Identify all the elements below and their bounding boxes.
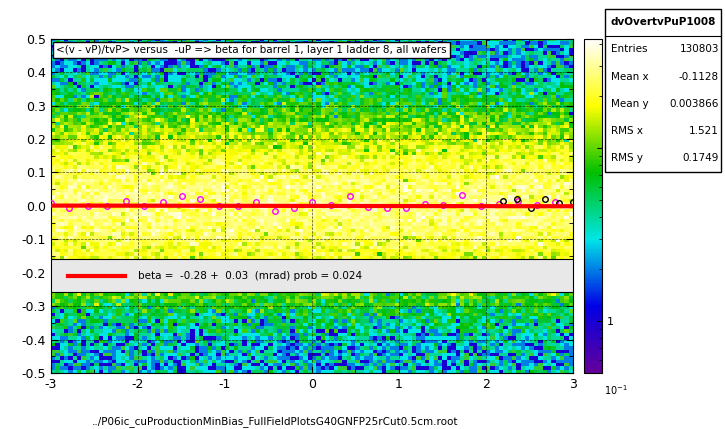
Text: RMS y: RMS y — [611, 153, 643, 163]
Text: Mean y: Mean y — [611, 99, 649, 109]
Text: 0.1749: 0.1749 — [683, 153, 719, 163]
Text: <(v - vP)/tvP> versus  -uP => beta for barrel 1, layer 1 ladder 8, all wafers: <(v - vP)/tvP> versus -uP => beta for ba… — [56, 45, 447, 55]
Text: 0.003866: 0.003866 — [670, 99, 719, 109]
Text: Mean x: Mean x — [611, 72, 649, 82]
Text: Entries: Entries — [611, 44, 647, 54]
Text: beta =  -0.28 +  0.03  (mrad) prob = 0.024: beta = -0.28 + 0.03 (mrad) prob = 0.024 — [138, 271, 362, 281]
Text: ../P06ic_cuProductionMinBias_FullFieldPlotsG40GNFP25rCut0.5cm.root: ../P06ic_cuProductionMinBias_FullFieldPl… — [92, 416, 459, 427]
Text: 1.521: 1.521 — [689, 126, 719, 136]
Text: 130803: 130803 — [679, 44, 719, 54]
Bar — [51, 260, 573, 292]
Text: $10^{-1}$: $10^{-1}$ — [603, 383, 627, 397]
Text: dvOvertvPuP1008: dvOvertvPuP1008 — [610, 17, 716, 27]
Text: -0.1128: -0.1128 — [679, 72, 719, 82]
Text: RMS x: RMS x — [611, 126, 643, 136]
